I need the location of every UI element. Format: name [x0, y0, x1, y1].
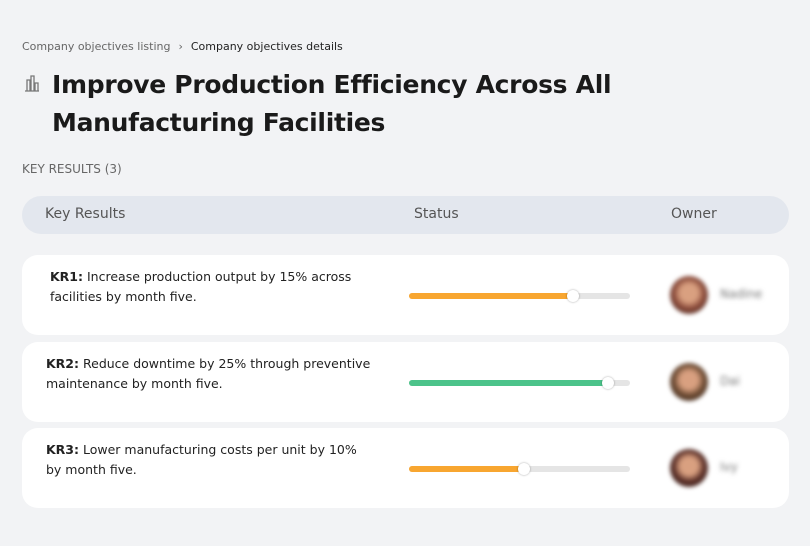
breadcrumb-current: Company objectives details [190, 40, 343, 53]
chevron-right-icon: › [178, 40, 183, 53]
progress-bar[interactable] [409, 377, 630, 389]
breadcrumb-parent-link[interactable]: Company objectives listing [22, 40, 171, 53]
avatar [670, 276, 708, 314]
avatar [670, 363, 708, 401]
key-result-id: KR1: [50, 269, 84, 284]
progress-handle[interactable] [601, 377, 614, 389]
page-title: Improve Production Efficiency Across All… [52, 70, 612, 137]
column-owner: Owner [671, 206, 717, 222]
progress-bar[interactable] [409, 290, 630, 302]
table-row[interactable]: KR3: Lower manufacturing costs per unit … [22, 428, 789, 508]
breadcrumb: Company objectives listing › Company obj… [22, 40, 343, 53]
column-status: Status [414, 206, 459, 222]
owner-name: Ivy [720, 460, 738, 474]
key-result-text: KR1: Increase production output by 15% a… [50, 267, 380, 307]
key-result-text: KR2: Reduce downtime by 25% through prev… [46, 354, 376, 394]
owner-name: Dai [720, 374, 740, 388]
progress-fill [409, 290, 579, 302]
owner-name: Nadine [720, 287, 763, 301]
key-result-id: KR2: [46, 356, 80, 371]
table-row[interactable]: KR2: Reduce downtime by 25% through prev… [22, 342, 789, 422]
key-result-text: KR3: Lower manufacturing costs per unit … [46, 440, 376, 480]
section-label: KEY RESULTS (3) [22, 162, 122, 176]
key-result-description: Increase production output by 15% across… [50, 269, 352, 304]
column-key-results: Key Results [45, 206, 126, 222]
table-header: Key Results Status Owner [22, 196, 789, 234]
progress-fill [409, 463, 530, 475]
building-icon [25, 75, 39, 92]
key-result-description: Reduce downtime by 25% through preventiv… [46, 356, 371, 391]
page-header: Improve Production Efficiency Across All… [22, 66, 612, 142]
progress-fill [409, 377, 614, 389]
key-result-description: Lower manufacturing costs per unit by 10… [46, 442, 357, 477]
table-row[interactable]: KR1: Increase production output by 15% a… [22, 255, 789, 335]
progress-handle[interactable] [517, 463, 530, 475]
progress-handle[interactable] [566, 290, 579, 302]
avatar [670, 449, 708, 487]
key-result-id: KR3: [46, 442, 80, 457]
progress-bar[interactable] [409, 463, 630, 475]
